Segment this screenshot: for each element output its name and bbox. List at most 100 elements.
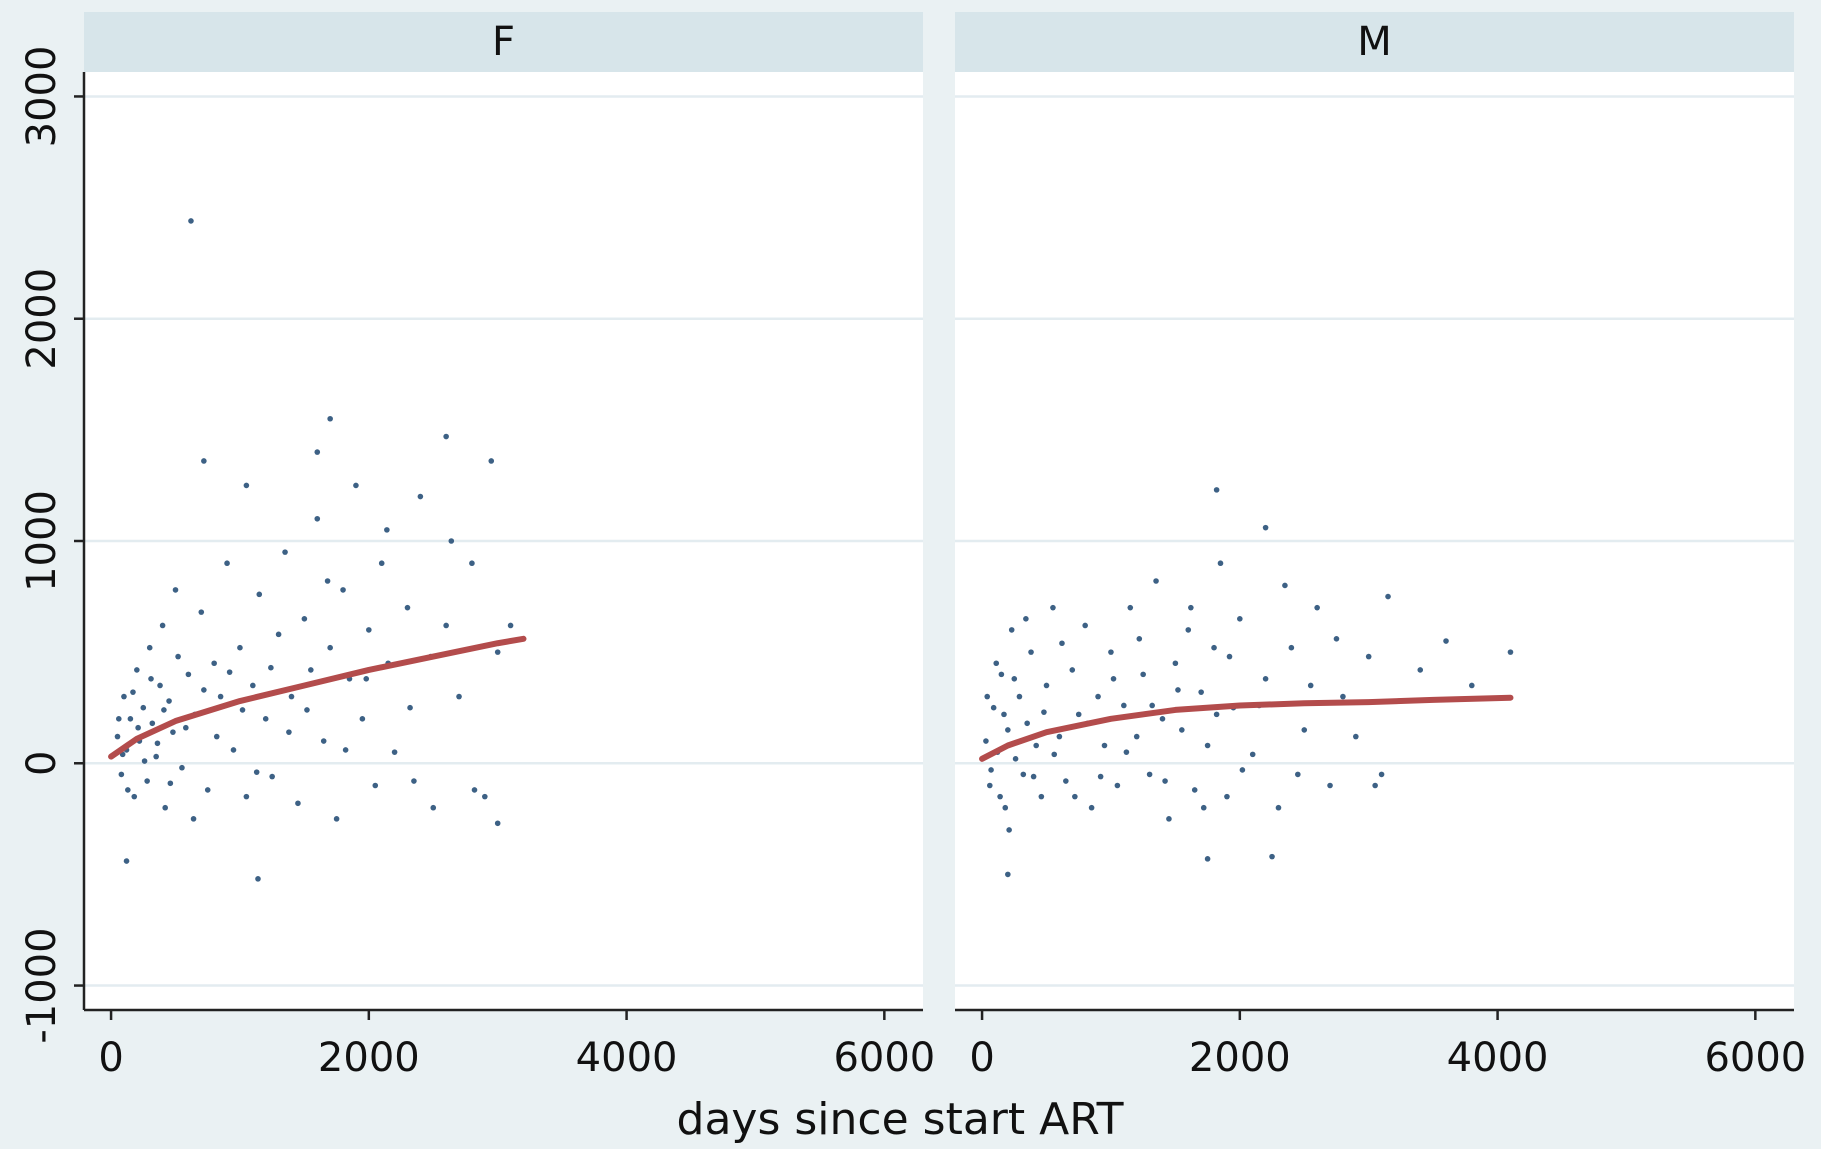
data-point [1282, 582, 1288, 589]
data-point [1028, 649, 1034, 655]
data-point [286, 729, 292, 735]
data-point [253, 769, 260, 775]
data-point [125, 787, 131, 793]
data-point [141, 758, 148, 764]
data-point [1108, 649, 1114, 655]
data-point [1127, 604, 1134, 611]
data-point [1006, 827, 1012, 833]
data-point [175, 653, 181, 660]
data-point [1365, 653, 1372, 660]
data-point [990, 704, 997, 711]
data-point [314, 515, 321, 522]
data-point [204, 787, 211, 793]
data-point [1269, 853, 1275, 860]
data-point [1237, 615, 1243, 622]
data-point [482, 793, 488, 800]
data-point [1443, 638, 1449, 644]
data-point [327, 644, 333, 651]
data-point [494, 649, 501, 655]
data-point [324, 578, 331, 584]
x-tick-label: 4000 [1447, 1035, 1549, 1081]
data-point [148, 676, 154, 682]
data-point [333, 816, 340, 822]
data-point [443, 622, 449, 629]
data-point [411, 778, 417, 784]
data-point [135, 724, 141, 731]
data-point [363, 676, 370, 682]
data-point [997, 793, 1003, 800]
data-point [1204, 742, 1211, 749]
data-point [1295, 771, 1301, 778]
x-tick-label: 2000 [318, 1035, 420, 1081]
data-point [213, 733, 220, 740]
data-point [295, 800, 301, 807]
fit-line [979, 694, 1514, 762]
data-point [1033, 742, 1039, 749]
data-point [198, 609, 205, 615]
data-point [1224, 793, 1230, 800]
data-point [118, 771, 125, 778]
data-point [359, 716, 366, 722]
data-point [1469, 682, 1475, 689]
data-point [443, 433, 449, 440]
data-point [417, 493, 424, 500]
data-point [1051, 751, 1058, 758]
data-point [230, 747, 237, 753]
data-point [308, 667, 314, 673]
data-point [149, 720, 156, 727]
data-point [1023, 615, 1029, 622]
data-point [1217, 560, 1224, 567]
data-point [366, 627, 372, 633]
data-point [404, 604, 411, 611]
data-point [275, 631, 282, 638]
data-point [1005, 727, 1011, 733]
data-point [269, 773, 275, 780]
data-point [314, 449, 321, 455]
data-point [1059, 640, 1065, 647]
y-tick-label: -1000 [19, 927, 65, 1043]
data-point [1378, 771, 1385, 778]
data-point [288, 693, 295, 700]
data-point [159, 622, 166, 629]
data-point [1082, 622, 1088, 629]
data-point [1041, 709, 1047, 715]
data-point [1063, 778, 1069, 784]
data-point [1185, 627, 1192, 633]
data-point [469, 560, 475, 567]
data-point [185, 671, 192, 678]
data-point [984, 693, 991, 700]
data-point [1314, 604, 1320, 611]
data-point [1191, 787, 1198, 793]
data-point [1275, 804, 1282, 811]
data-point [998, 671, 1005, 678]
data-point [1333, 636, 1340, 642]
data-point [1153, 578, 1159, 584]
data-point [1200, 804, 1207, 811]
data-point [1043, 682, 1050, 689]
data-point [1136, 636, 1143, 642]
data-point [153, 753, 159, 760]
data-point [1056, 733, 1063, 740]
data-point [172, 587, 179, 593]
data-point [123, 858, 130, 864]
panel-title: F [492, 19, 515, 65]
data-point [179, 764, 185, 771]
x-tick-label: 6000 [833, 1035, 935, 1081]
data-point [1166, 816, 1172, 822]
data-point [154, 740, 161, 747]
data-point [1249, 751, 1256, 758]
data-point [1507, 649, 1514, 655]
data-point [507, 622, 514, 629]
data-point [1121, 702, 1127, 709]
data-point [1179, 727, 1185, 733]
data-point [1327, 782, 1333, 789]
data-point [1020, 771, 1027, 778]
data-point [1159, 716, 1166, 722]
data-point [1204, 856, 1211, 862]
data-point [144, 778, 150, 784]
data-point [494, 820, 501, 827]
data-point [1123, 749, 1130, 755]
data-point [993, 660, 1000, 667]
data-point [114, 733, 121, 740]
